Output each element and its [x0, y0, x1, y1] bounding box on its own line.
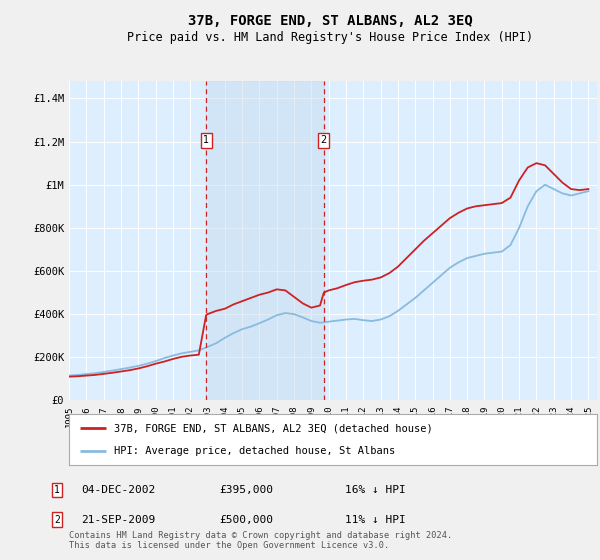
Text: 21-SEP-2009: 21-SEP-2009 — [81, 515, 155, 525]
Text: £500,000: £500,000 — [219, 515, 273, 525]
Bar — [206, 81, 324, 400]
Text: Price paid vs. HM Land Registry's House Price Index (HPI): Price paid vs. HM Land Registry's House … — [127, 31, 533, 44]
Text: HPI: Average price, detached house, St Albans: HPI: Average price, detached house, St A… — [114, 446, 395, 456]
Text: 2: 2 — [320, 136, 327, 145]
Text: 11% ↓ HPI: 11% ↓ HPI — [345, 515, 406, 525]
Text: 37B, FORGE END, ST ALBANS, AL2 3EQ (detached house): 37B, FORGE END, ST ALBANS, AL2 3EQ (deta… — [114, 423, 433, 433]
Text: 2: 2 — [54, 515, 60, 525]
Text: 04-DEC-2002: 04-DEC-2002 — [81, 485, 155, 495]
Text: 1: 1 — [203, 136, 209, 145]
Text: 16% ↓ HPI: 16% ↓ HPI — [345, 485, 406, 495]
Text: Contains HM Land Registry data © Crown copyright and database right 2024.
This d: Contains HM Land Registry data © Crown c… — [69, 530, 452, 550]
Text: 37B, FORGE END, ST ALBANS, AL2 3EQ: 37B, FORGE END, ST ALBANS, AL2 3EQ — [188, 14, 472, 28]
Text: 1: 1 — [54, 485, 60, 495]
Text: £395,000: £395,000 — [219, 485, 273, 495]
